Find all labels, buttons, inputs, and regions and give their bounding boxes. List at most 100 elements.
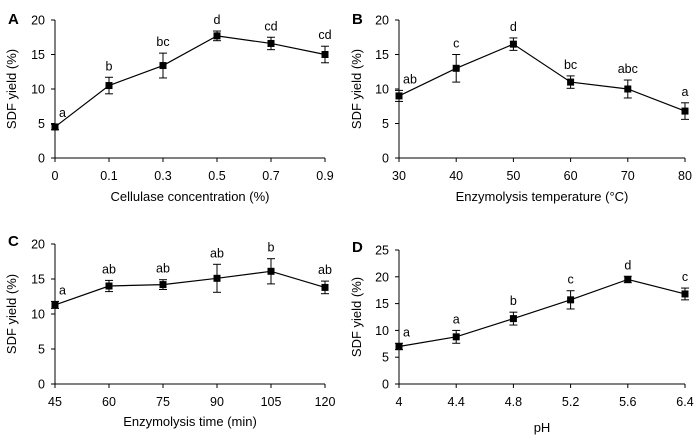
x-tick-label: 0.9: [316, 169, 333, 183]
data-point: [624, 275, 632, 283]
significance-label: bc: [564, 58, 577, 72]
x-tick-label: 0.7: [262, 169, 279, 183]
significance-label: b: [510, 294, 517, 308]
y-tick-label: 20: [375, 270, 389, 284]
data-point: [452, 64, 460, 72]
y-tick-label: 0: [382, 378, 389, 392]
significance-label: ab: [210, 246, 224, 260]
x-tick-label: 4.4: [448, 395, 465, 409]
significance-label: cd: [264, 19, 277, 33]
chart-panel-a: A 0 5 10 15 20 0 0.1 0.3 0.5 0.7 0.9 Cellulase conce…: [4, 11, 334, 204]
significance-label: ab: [156, 262, 170, 276]
significance-label: a: [682, 85, 689, 99]
chart-panel-b: B 0 5 10 15 20 30 40 50 60 70 80 Enzymolysis tempera…: [349, 11, 692, 204]
y-tick-label: 15: [375, 48, 389, 62]
data-point: [105, 282, 113, 290]
y-tick-label: 5: [382, 117, 389, 131]
data-point: [267, 39, 275, 47]
data-point: [681, 107, 689, 115]
y-tick-label: 10: [31, 83, 45, 97]
x-tick-label: 40: [449, 169, 463, 183]
significance-label: ab: [318, 263, 332, 277]
y-tick-label: 25: [375, 244, 389, 258]
y-axis-label: SDF yield (%): [4, 274, 19, 354]
data-point: [159, 62, 167, 70]
x-tick-label: 75: [156, 395, 170, 409]
x-axis-label: pH: [534, 420, 551, 435]
x-tick-label: 70: [621, 169, 635, 183]
x-tick-label: 0.1: [100, 169, 117, 183]
significance-label: abc: [618, 62, 638, 76]
y-tick-label: 5: [38, 117, 45, 131]
panel-letter: A: [8, 11, 19, 28]
x-tick-label: 60: [102, 395, 116, 409]
x-tick-label: 105: [261, 395, 282, 409]
x-axis-label: Enzymolysis time (min): [123, 414, 257, 429]
data-point: [395, 342, 403, 350]
significance-label: c: [682, 270, 688, 284]
significance-label: ab: [102, 262, 116, 276]
y-tick-label: 0: [382, 152, 389, 166]
x-tick-label: 6.4: [676, 395, 693, 409]
panel-letter: C: [8, 233, 19, 250]
series-line: [54, 35, 326, 128]
y-tick-label: 20: [31, 14, 45, 28]
y-tick-label: 0: [38, 152, 45, 166]
y-tick-label: 20: [375, 14, 389, 28]
x-tick-label: 5.2: [562, 395, 579, 409]
x-tick-label: 30: [392, 169, 406, 183]
x-tick-label: 80: [678, 169, 692, 183]
y-tick-label: 20: [31, 238, 45, 252]
significance-label: a: [403, 325, 410, 339]
data-point: [105, 82, 113, 90]
chart-panel-c: C 0 5 10 15 20 45 60 75 90 105 120 Enzymolysis time …: [4, 233, 335, 429]
data-point: [213, 32, 221, 40]
y-tick-label: 15: [375, 297, 389, 311]
y-axis-label: SDF yield (%): [349, 277, 364, 357]
y-tick-label: 0: [38, 378, 45, 392]
data-point: [267, 267, 275, 275]
significance-label: ab: [403, 72, 417, 86]
data-point: [159, 281, 167, 289]
panel-letter: B: [352, 11, 363, 28]
significance-label: b: [106, 59, 113, 73]
panel-letter: D: [352, 239, 363, 256]
series-line: [398, 43, 686, 112]
significance-label: bc: [156, 35, 169, 49]
y-tick-label: 15: [31, 48, 45, 62]
data-point: [452, 333, 460, 341]
x-tick-label: 4: [396, 395, 403, 409]
y-tick-label: 5: [38, 343, 45, 357]
data-point: [213, 274, 221, 282]
series-line: [54, 270, 326, 306]
x-tick-label: 0.5: [208, 169, 225, 183]
data-point: [51, 123, 59, 131]
data-point: [509, 315, 517, 323]
y-tick-label: 10: [375, 324, 389, 338]
x-tick-label: 4.8: [505, 395, 522, 409]
data-point: [624, 85, 632, 93]
significance-label: a: [453, 312, 460, 326]
significance-label: cd: [318, 28, 331, 42]
data-point: [51, 301, 59, 309]
x-tick-label: 0.3: [154, 169, 171, 183]
data-point: [395, 92, 403, 100]
significance-label: c: [453, 37, 459, 51]
data-point: [321, 283, 329, 291]
data-point: [567, 78, 575, 86]
x-tick-label: 0: [52, 169, 59, 183]
x-tick-label: 90: [210, 395, 224, 409]
significance-label: a: [59, 106, 66, 120]
x-tick-label: 50: [506, 169, 520, 183]
chart-panel-d: D 0 5 10 15 20 25 4 4.4 4.8 5.2 5.6 6.4 pH SDF yield (…: [349, 239, 694, 435]
x-tick-label: 120: [315, 395, 336, 409]
y-tick-label: 15: [31, 273, 45, 287]
significance-label: a: [59, 283, 66, 297]
x-axis-label: Cellulase concentration (%): [111, 189, 270, 204]
significance-label: d: [624, 258, 631, 272]
y-tick-label: 10: [31, 308, 45, 322]
data-point: [509, 40, 517, 48]
data-point: [567, 296, 575, 304]
x-tick-label: 5.6: [619, 395, 636, 409]
